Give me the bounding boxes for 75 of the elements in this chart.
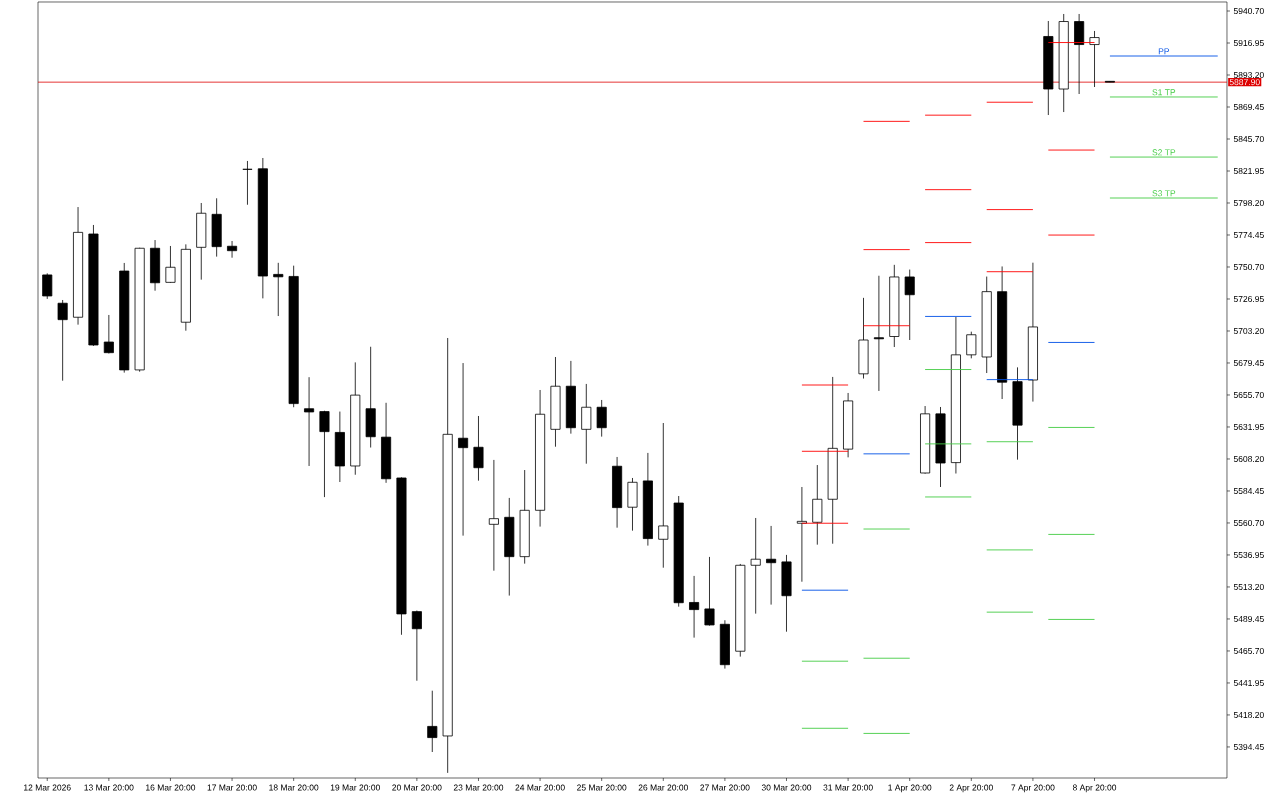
candlestick xyxy=(689,575,700,639)
candlestick xyxy=(304,376,315,467)
y-tick-label: 5513.20 xyxy=(1233,583,1264,590)
y-tick-label: 5441.95 xyxy=(1233,679,1264,686)
y-tick-label: 5631.95 xyxy=(1233,423,1264,430)
candlestick xyxy=(873,275,884,392)
y-tick-label: 5916.95 xyxy=(1233,40,1264,47)
x-tick-label: 16 Mar 20:00 xyxy=(146,784,196,791)
candlestick xyxy=(1089,30,1100,88)
candlestick xyxy=(1074,13,1085,95)
y-tick-label: 5893.20 xyxy=(1233,72,1264,79)
candlestick xyxy=(750,517,761,615)
x-tick-label: 17 Mar 20:00 xyxy=(207,784,257,791)
candlestick xyxy=(103,314,114,354)
x-tick-label: 7 Apr 20:00 xyxy=(1011,784,1055,793)
y-tick-label: 5750.70 xyxy=(1233,263,1264,270)
series-label: S3 TP xyxy=(1152,190,1176,197)
x-tick-label: 19 Mar 20:00 xyxy=(330,784,380,791)
candlestick xyxy=(411,610,422,682)
series-label: PP xyxy=(1158,48,1170,55)
y-tick-label: 5845.70 xyxy=(1233,135,1264,143)
x-tick-label: 24 Mar 20:00 xyxy=(515,784,565,791)
y-tick-label: 5608.20 xyxy=(1233,455,1264,462)
x-tick-label: 13 Mar 20:00 xyxy=(84,784,134,791)
series-label: S1 TP xyxy=(1152,89,1176,96)
candlestick xyxy=(704,556,715,627)
x-tick-label: 2 Apr 20:00 xyxy=(949,784,993,793)
candlestick xyxy=(473,415,484,482)
x-tick-label: 20 Mar 20:00 xyxy=(392,784,442,791)
candlestick xyxy=(796,486,807,583)
x-tick-label: 8 Apr 20:00 xyxy=(1072,784,1117,793)
candlestick xyxy=(458,362,469,537)
candlestick xyxy=(812,464,823,546)
y-tick-label: 5869.45 xyxy=(1233,103,1264,111)
y-tick-label: 5418.20 xyxy=(1233,711,1264,718)
x-tick-label: 25 Mar 20:00 xyxy=(577,784,627,791)
y-tick-label: 5489.45 xyxy=(1233,615,1264,622)
y-tick-label: 5560.70 xyxy=(1233,519,1264,526)
y-tick-label: 5703.20 xyxy=(1233,327,1264,334)
candlestick xyxy=(57,299,68,382)
y-tick-label: 5940.70 xyxy=(1233,8,1264,15)
candlestick xyxy=(427,690,438,753)
candlestick xyxy=(319,410,330,498)
x-tick-label: 1 Apr 20:00 xyxy=(888,784,932,793)
ref-line-label: 5887.90 xyxy=(1229,79,1260,86)
x-tick-label: 18 Mar 20:00 xyxy=(269,784,319,791)
candlestick xyxy=(904,269,915,341)
x-tick-label: 30 Mar 20:00 xyxy=(761,784,812,791)
y-tick-label: 5394.45 xyxy=(1233,743,1264,750)
y-tick-label: 5465.70 xyxy=(1233,647,1264,654)
candlestick xyxy=(766,525,777,606)
candlestick xyxy=(42,272,53,300)
x-tick-label: 12 Mar 2026 xyxy=(24,784,71,791)
candlestick xyxy=(242,160,253,206)
y-tick-label: 5774.45 xyxy=(1233,232,1264,238)
y-tick-label: 5821.95 xyxy=(1233,167,1264,174)
y-tick-label: 5726.95 xyxy=(1233,295,1264,302)
y-tick-label: 5584.45 xyxy=(1233,487,1264,494)
y-tick-label: 5655.70 xyxy=(1233,391,1264,398)
y-tick-label: 5536.95 xyxy=(1233,551,1264,558)
candlestick xyxy=(966,331,977,359)
x-tick-label: 26 Mar 20:00 xyxy=(638,784,688,791)
series-label: S2 TP xyxy=(1152,149,1176,156)
candlestick xyxy=(227,240,238,259)
candlestick xyxy=(581,383,592,465)
candlestick xyxy=(273,262,284,317)
y-tick-label: 5798.20 xyxy=(1233,199,1264,206)
x-tick-label: 27 Mar 20:00 xyxy=(700,784,750,791)
y-tick-label: 5679.45 xyxy=(1233,359,1264,366)
candlestick xyxy=(596,399,607,438)
candlestick xyxy=(488,459,499,572)
candlestick xyxy=(658,422,669,569)
x-tick-label: 23 Mar 20:00 xyxy=(453,784,504,791)
candlestick xyxy=(165,245,176,284)
x-tick-label: 31 Mar 20:00 xyxy=(823,784,873,791)
